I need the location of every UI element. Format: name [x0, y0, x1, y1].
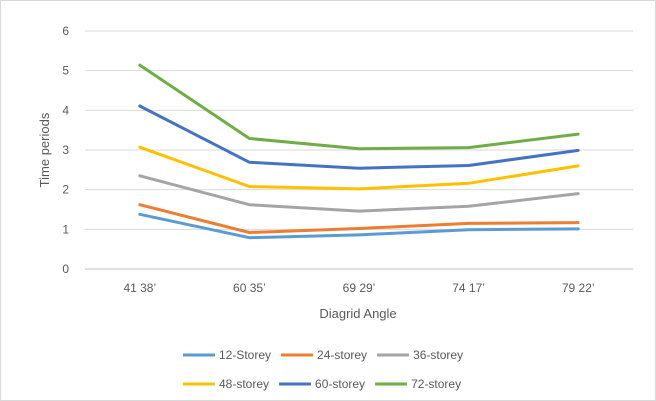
series-line-60-storey	[138, 104, 580, 170]
x-tick-label: 74 17’	[452, 281, 485, 295]
series-line-36-storey	[138, 174, 580, 213]
legend-label: 36-storey	[413, 348, 463, 362]
y-axis-title: Time periods	[37, 112, 52, 187]
legend-label: 48-storey	[219, 377, 269, 391]
y-tick-label: 3	[62, 143, 69, 157]
y-tick-label: 5	[62, 64, 69, 78]
y-tick-label: 1	[62, 222, 69, 236]
series-line-24-storey	[138, 203, 580, 234]
x-tick-label: 41 38’	[123, 281, 156, 295]
y-tick-label: 0	[62, 262, 69, 276]
y-axis-ticks: 0 1 2 3 4 5 6	[62, 24, 69, 276]
legend-label: 12-Storey	[219, 348, 271, 362]
y-tick-label: 2	[62, 183, 69, 197]
x-axis-title: Diagrid Angle	[319, 306, 396, 321]
legend: 12-Storey 24-storey 36-storey 48-storey 60-s…	[183, 348, 463, 391]
y-tick-label: 6	[62, 24, 69, 38]
legend-label: 24-storey	[317, 348, 367, 362]
series-line-12-storey	[138, 212, 580, 240]
x-tick-label: 79 22’	[562, 281, 595, 295]
series-line-72-storey	[138, 63, 580, 151]
y-tick-label: 4	[62, 103, 69, 117]
legend-label: 72-storey	[411, 377, 461, 391]
series-line-48-storey	[138, 145, 580, 191]
x-tick-label: 60 35’	[233, 281, 266, 295]
x-axis-ticks: 41 38’ 60 35’ 69 29’ 74 17’ 79 22’	[123, 281, 594, 295]
series-lines	[138, 63, 580, 240]
legend-label: 60-storey	[315, 377, 365, 391]
x-tick-label: 69 29’	[343, 281, 376, 295]
